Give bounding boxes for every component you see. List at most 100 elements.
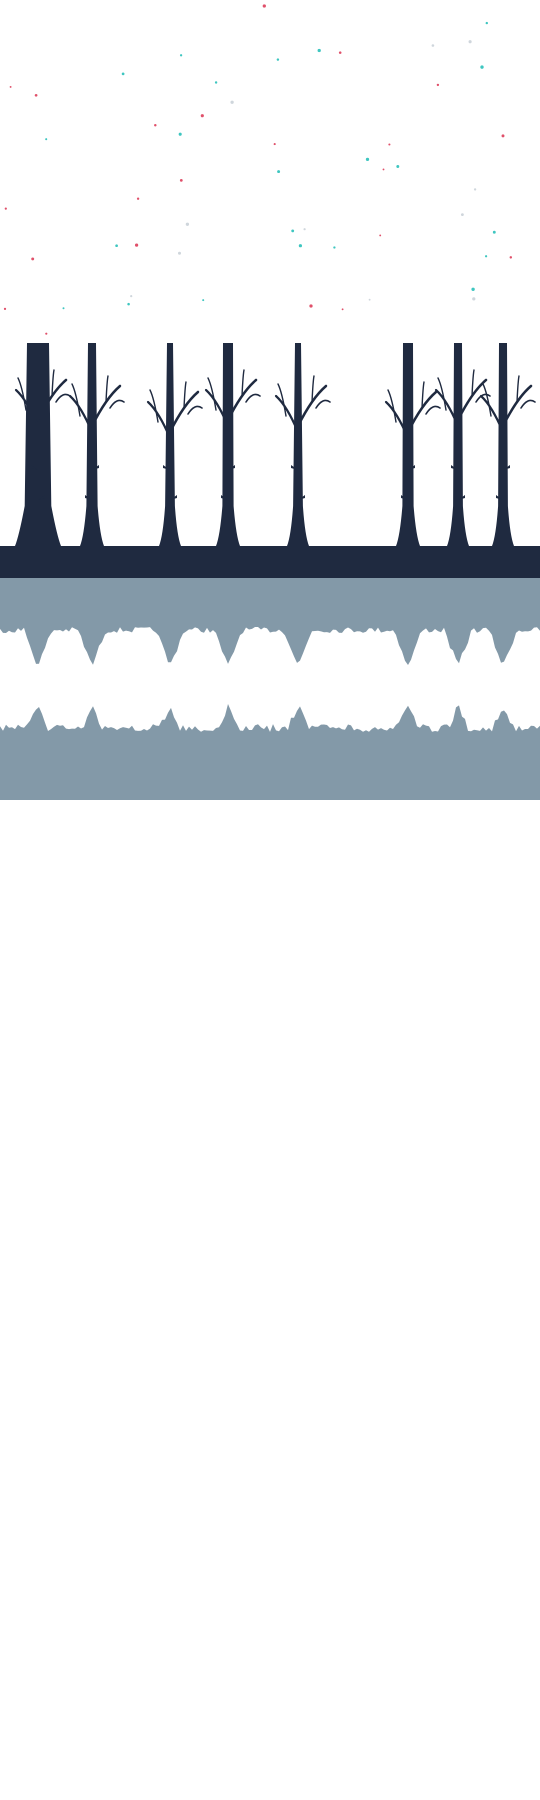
tree-trunk	[492, 343, 514, 546]
tree-branch	[311, 375, 315, 403]
star	[338, 51, 342, 54]
tree-branch	[475, 393, 491, 403]
star	[179, 54, 183, 57]
tree-trunk	[447, 343, 469, 546]
star	[303, 228, 306, 231]
star	[473, 188, 477, 191]
star	[45, 332, 48, 335]
star	[436, 83, 440, 87]
star	[136, 197, 140, 200]
star	[34, 93, 38, 97]
star	[379, 234, 382, 237]
tree-branch	[387, 389, 397, 423]
tree-branch	[109, 399, 125, 409]
tree-branch	[187, 405, 203, 415]
tree-branch	[55, 393, 71, 403]
tree-knot	[170, 495, 177, 500]
star	[501, 134, 505, 138]
star	[368, 298, 371, 301]
tree-knot	[291, 465, 298, 470]
star	[317, 48, 321, 53]
star	[480, 65, 484, 69]
star	[492, 230, 496, 234]
tree-branch	[245, 393, 261, 403]
tree-branch	[241, 369, 245, 397]
star	[365, 157, 370, 162]
star	[230, 100, 234, 104]
tree-branch	[207, 377, 217, 411]
star	[134, 243, 139, 247]
star	[472, 297, 476, 301]
star	[388, 143, 391, 146]
star	[115, 244, 118, 248]
tree-branch	[277, 383, 287, 417]
star	[485, 21, 488, 25]
night-forest-scene	[0, 0, 540, 800]
tree-knot	[221, 495, 228, 500]
tree	[274, 343, 331, 546]
tree-branch	[471, 369, 475, 397]
star	[298, 244, 302, 248]
star	[3, 307, 7, 311]
tree-knot	[503, 465, 510, 470]
star	[130, 295, 133, 298]
tree-branch	[482, 383, 492, 417]
tree-knot	[401, 495, 408, 500]
star	[121, 72, 125, 76]
star	[31, 257, 35, 261]
tree-knot	[298, 495, 305, 500]
tree-knot	[38, 495, 45, 500]
tree-trunk	[80, 343, 104, 546]
star	[309, 304, 313, 308]
star	[127, 302, 130, 306]
star	[460, 213, 464, 217]
tree-branch	[71, 383, 81, 417]
star	[262, 4, 266, 8]
star	[431, 44, 435, 47]
star	[214, 81, 218, 84]
tree-trunk	[287, 343, 309, 546]
star	[471, 287, 475, 291]
star	[468, 40, 472, 44]
star	[484, 255, 488, 258]
star	[382, 168, 385, 171]
star	[45, 138, 48, 141]
tree-knot	[163, 465, 170, 470]
star	[202, 299, 205, 302]
star	[154, 124, 157, 127]
tree-knot	[408, 465, 415, 470]
tree-branch	[434, 388, 460, 428]
tree-branch	[274, 394, 300, 434]
tree-branch	[14, 388, 40, 428]
star	[178, 251, 181, 255]
tree	[146, 343, 203, 546]
star	[509, 256, 513, 259]
tree-branch	[17, 377, 27, 411]
star	[333, 246, 336, 249]
tree-knot	[85, 495, 92, 500]
star	[179, 179, 183, 182]
tree-branch	[51, 369, 55, 397]
tree-trunk	[15, 343, 61, 546]
tree-knot	[458, 495, 465, 500]
tree	[14, 343, 71, 546]
tree-branch	[204, 388, 230, 428]
tree-branch	[146, 400, 172, 440]
tree-branch	[315, 399, 331, 409]
star	[9, 85, 12, 88]
star	[178, 132, 182, 136]
tree	[204, 343, 261, 546]
tree-branch	[520, 399, 536, 409]
star	[276, 58, 280, 61]
tree-branch	[384, 400, 410, 440]
tree-branch	[105, 375, 109, 403]
star	[273, 143, 276, 146]
tree-knot	[31, 465, 38, 470]
starfield	[3, 4, 513, 335]
tree-knot	[92, 465, 99, 470]
tree-trunk	[396, 343, 420, 546]
tree-branch	[425, 405, 441, 415]
tree-line	[14, 343, 536, 546]
tree-trunk	[159, 343, 181, 546]
